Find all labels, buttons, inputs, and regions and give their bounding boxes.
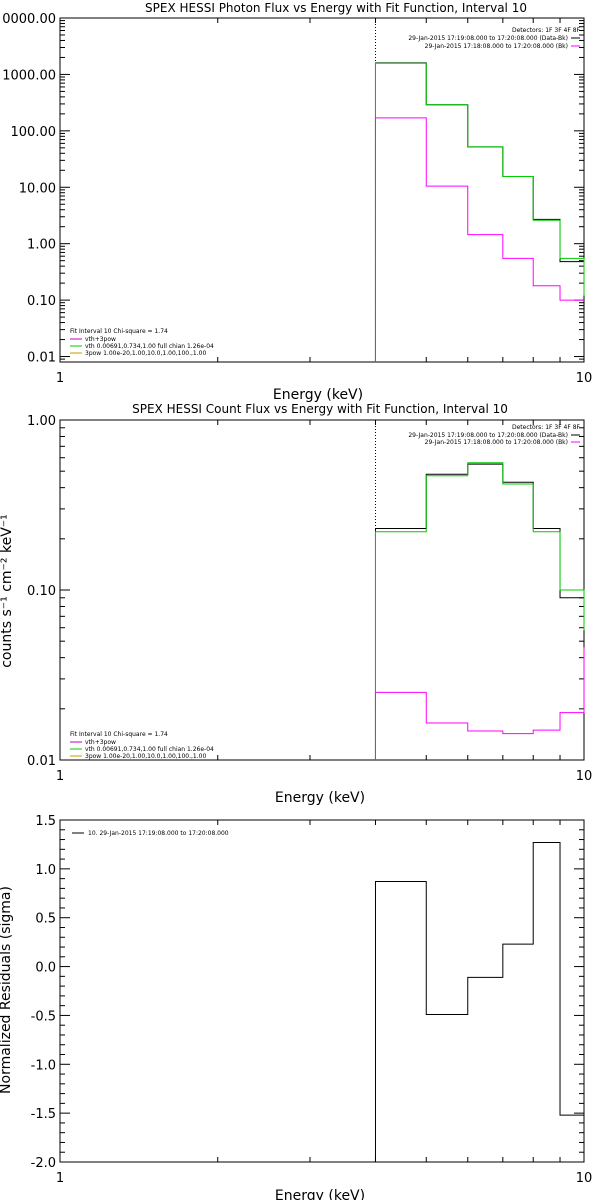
y-tick-label: 1.5 <box>35 814 56 829</box>
y-tick-labels: 0000.00 1000.00 100.00 10.00 1.00 0.10 0.01 <box>2 12 56 366</box>
series-bk <box>374 647 585 760</box>
y-tick-labels: 1.00 0.10 0.01 <box>27 414 56 769</box>
series-group <box>374 462 585 760</box>
legend-top: Detectors: 1F 3F 4F 8F 29-Jan-2015 17:19… <box>408 27 580 50</box>
x-axis-label: Energy (keV) <box>275 1188 365 1200</box>
y-tick-label: 0.10 <box>27 294 56 309</box>
legend-fit-info: Fit Interval 10 Chi-square = 1.74 <box>70 328 168 335</box>
y-tick-label: 0000.00 <box>2 12 56 27</box>
y-tick-label: 0.5 <box>35 912 56 927</box>
legend-bottom: Fit Interval 10 Chi-square = 1.74 vth+3p… <box>70 731 214 760</box>
series-bk <box>374 117 584 362</box>
plot-border <box>59 419 585 761</box>
x-tick-labels: 1 10 <box>56 1171 592 1186</box>
legend-bk-interval: 29-Jan-2015 17:18:08.000 to 17:20:08.000… <box>425 439 568 446</box>
count-flux-panel: SPEX HESSI Count Flux vs Energy with Fit… <box>0 402 592 806</box>
legend-vth: vth 0.00691,0.734,1.00 full chian 1.26e-… <box>85 343 214 350</box>
y-tick-label: 10.00 <box>19 181 56 196</box>
x-tick-label: 1 <box>56 1171 64 1186</box>
y-tick-label: 0.0 <box>35 961 56 976</box>
y-tick-label: -1.5 <box>31 1107 56 1122</box>
y-tick-label: 1.00 <box>27 238 56 253</box>
legend-top: Detectors: 1F 3F 4F 8F 29-Jan-2015 17:19… <box>408 424 580 446</box>
legend-bk-interval: 29-Jan-2015 17:18:08.000 to 17:20:08.000… <box>425 43 568 50</box>
plot-frame <box>59 819 585 1163</box>
legend-3pow: 3pow 1.00e-20,1.00,10.0,1.00,100.,1.00 <box>85 753 206 760</box>
legend-data-interval: 29-Jan-2015 17:19:08.000 to 17:20:08.000… <box>408 35 568 42</box>
y-tick-label: 1.0 <box>35 863 56 878</box>
y-tick-label: 0.01 <box>27 754 56 769</box>
x-tick-label: 1 <box>56 769 64 784</box>
x-tick-label: 10 <box>576 1171 593 1186</box>
series-data-bk <box>374 463 585 760</box>
x-tick-labels: 1 10 <box>56 371 592 386</box>
legend-data-interval: 29-Jan-2015 17:19:08.000 to 17:20:08.000… <box>408 432 568 439</box>
x-tick-label: 10 <box>576 769 593 784</box>
y-tick-label: -2.0 <box>31 1156 56 1171</box>
photon-flux-panel: SPEX HESSI Photon Flux vs Energy with Fi… <box>2 1 592 403</box>
legend-model: vth+3pow <box>85 739 116 746</box>
x-tick-label: 1 <box>56 371 64 386</box>
series-group <box>374 62 585 362</box>
plot-frame <box>59 17 585 363</box>
legend: 10. 29-Jan-2015 17:19:08.000 to 17:20:08… <box>72 830 229 837</box>
x-axis-label: Energy (keV) <box>273 387 363 403</box>
legend-vth: vth 0.00691,0.734,1.00 full chian 1.26e-… <box>85 746 214 753</box>
x-tick-label: 10 <box>576 371 593 386</box>
legend-detectors: Detectors: 1F 3F 4F 8F <box>512 424 581 431</box>
y-tick-label: 1.00 <box>27 414 56 429</box>
y-tick-labels: 1.5 1.0 0.5 0.0 -0.5 -1.0 -1.5 -2.0 <box>31 814 56 1171</box>
y-tick-label: -1.0 <box>31 1058 56 1073</box>
series-vth <box>374 462 585 760</box>
y-tick-label: 0.01 <box>27 351 56 366</box>
y-axis-label: Normalized Residuals (sigma) <box>0 886 14 1094</box>
y-tick-label: 1000.00 <box>2 68 56 83</box>
plot-border <box>59 17 585 363</box>
legend-detectors: Detectors: 1F 3F 4F 8F <box>512 27 581 34</box>
plot-grid <box>59 17 585 363</box>
panel-title: SPEX HESSI Photon Flux vs Energy with Fi… <box>145 1 527 15</box>
plot-grid <box>59 419 585 761</box>
y-tick-label: 100.00 <box>11 125 57 140</box>
legend-3pow: 3pow 1.00e-20,1.00,10.0,1.00,100.,1.00 <box>85 350 206 357</box>
legend-bottom: Fit Interval 10 Chi-square = 1.74 vth+3p… <box>70 328 214 357</box>
series-10-29-jan-2015-17-19-08-000-to-17-20-08-000 <box>374 841 585 1162</box>
plot-grid <box>59 819 585 1163</box>
y-axis-label: counts s⁻¹ cm⁻² keV⁻¹ <box>0 514 15 668</box>
series-vth <box>374 62 585 362</box>
x-tick-labels: 1 10 <box>56 769 592 784</box>
series-group <box>374 841 585 1162</box>
series-data-bk <box>374 62 585 362</box>
residuals-panel: 1.5 1.0 0.5 0.0 -0.5 -1.0 -1.5 -2.0 1 10 10. 29-… <box>0 814 592 1200</box>
legend-fit-info: Fit Interval 10 Chi-square = 1.74 <box>70 731 168 738</box>
y-tick-label: -0.5 <box>31 1009 56 1024</box>
legend-residual-interval: 10. 29-Jan-2015 17:19:08.000 to 17:20:08… <box>88 830 229 837</box>
legend-model: vth+3pow <box>85 336 116 343</box>
x-axis-label: Energy (keV) <box>275 790 365 806</box>
y-tick-label: 0.10 <box>27 584 56 599</box>
plot-frame <box>59 419 585 761</box>
plot-border <box>59 819 585 1163</box>
panel-title: SPEX HESSI Count Flux vs Energy with Fit… <box>132 402 508 416</box>
